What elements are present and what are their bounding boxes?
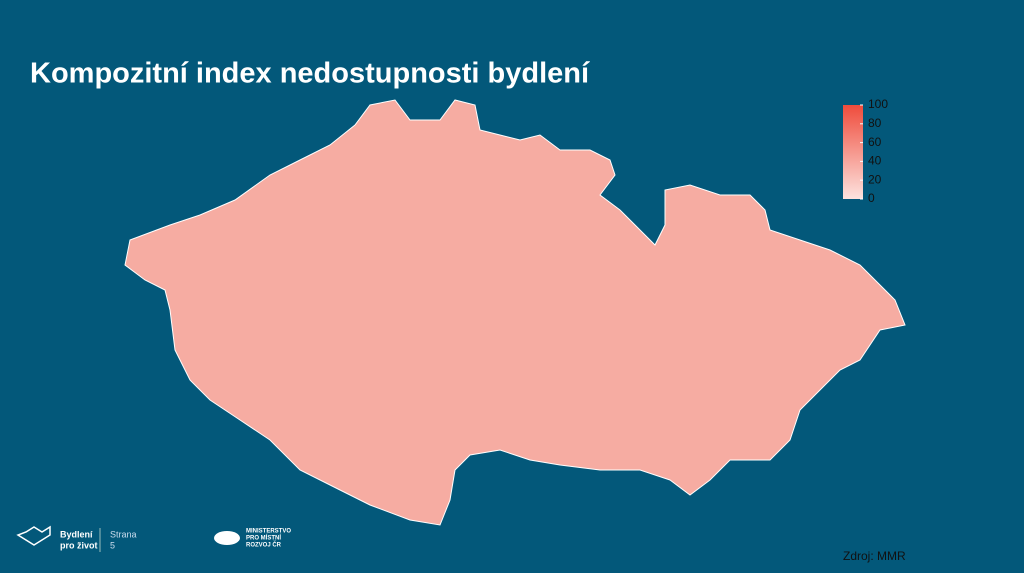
colorbar: [843, 105, 863, 199]
colorbar-label: 40: [868, 154, 882, 168]
country-map: [124, 99, 906, 526]
ministry-logo: [214, 531, 240, 545]
source: Zdroj: MMR: [843, 549, 906, 563]
colorbar-label: 60: [868, 135, 882, 149]
brand-text: pro život: [60, 540, 98, 550]
page-label: Strana: [110, 529, 137, 539]
brand-logo: [16, 525, 51, 546]
colorbar-label: 0: [868, 191, 875, 205]
colorbar-label: 80: [868, 116, 882, 130]
footer: Bydlení pro život Strana 5 MINISTERSTVO …: [16, 525, 291, 552]
ministry-text: MINISTERSTVO: [246, 529, 291, 535]
colorbar-label: 100: [868, 97, 888, 111]
ministry-text: ROZVOJ ČR: [246, 542, 282, 549]
brand-text: Bydlení: [60, 529, 93, 539]
slide-title: Kompozitní index nedostupnosti bydlení: [30, 58, 590, 90]
colorbar-label: 20: [868, 172, 882, 186]
ministry-text: PRO MÍSTNÍ: [246, 534, 281, 542]
page-number: 5: [110, 540, 115, 550]
